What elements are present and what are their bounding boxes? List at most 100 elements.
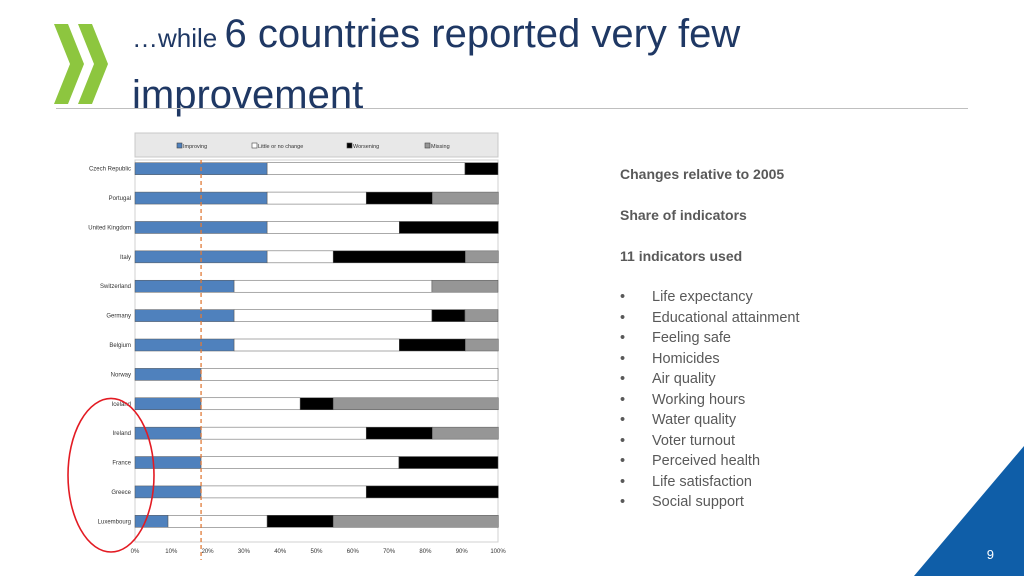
title-main: 6 countries reported very few improvemen… [132, 12, 741, 117]
bar-12-1 [167, 515, 268, 528]
bar-6-1 [233, 338, 400, 352]
page-number: 9 [986, 547, 994, 562]
bar-7-0 [134, 368, 202, 381]
indicator-label: Feeling safe [652, 330, 731, 346]
bar-4-1 [233, 279, 433, 293]
note-indicator-count: 11 indicators used [620, 248, 743, 264]
double-chevron-logo-icon [54, 24, 108, 104]
indicator-item: • Life expectancy [620, 287, 920, 308]
bar-3-3 [465, 250, 499, 264]
bullet-icon: • [620, 289, 626, 305]
legend-swatch-1 [251, 142, 258, 149]
bar-12-2 [266, 515, 334, 528]
corner-accent [914, 446, 1024, 576]
bar-11-2 [365, 485, 499, 499]
x-tick-label-9: 90% [456, 549, 469, 555]
bar-9-3 [432, 426, 499, 440]
bar-3-2 [332, 250, 466, 264]
indicator-label: Life satisfaction [652, 473, 752, 490]
bullet-icon: • [620, 309, 626, 326]
bar-11-1 [200, 485, 367, 499]
indicator-item: • Life satisfaction [620, 472, 920, 493]
bar-1-2 [365, 191, 433, 205]
note-reference-period: Changes relative to 2005 [620, 166, 785, 182]
bar-1-3 [432, 191, 499, 205]
indicator-list: • Life expectancy • Educational attainment •… [620, 287, 920, 513]
indicator-label: Air quality [652, 371, 716, 387]
x-tick-label-1: 10% [165, 549, 178, 555]
category-label-2: United Kingdom [88, 225, 131, 231]
bar-4-3 [431, 279, 499, 293]
indicator-label: Homicides [652, 350, 720, 367]
indicator-label: Perceived health [652, 453, 761, 469]
bar-6-3 [465, 338, 499, 352]
category-label-7: Norway [111, 372, 131, 378]
legend-swatch-2 [346, 142, 353, 149]
title-divider [56, 108, 968, 109]
bar-7-1 [200, 368, 499, 381]
category-label-11: Greece [111, 490, 131, 496]
bar-5-3 [464, 309, 499, 322]
indicator-item: • Feeling safe [620, 328, 920, 349]
bar-6-2 [399, 338, 466, 352]
bullet-icon: • [620, 350, 626, 367]
x-tick-label-5: 50% [310, 549, 323, 555]
indicator-label: Working hours [652, 391, 746, 408]
legend-label-3: Missing [431, 144, 450, 150]
bar-3-1 [266, 250, 334, 264]
indicator-label: Voter turnout [652, 432, 736, 449]
bar-6-0 [134, 338, 235, 352]
x-tick-label-2: 20% [202, 549, 215, 555]
bar-5-0 [134, 309, 235, 322]
bar-0-1 [266, 162, 466, 175]
indicator-label: Educational attainment [652, 309, 800, 326]
bullet-icon: • [620, 494, 626, 510]
indicator-label: Social support [652, 494, 744, 510]
bar-0-2 [464, 162, 499, 175]
bar-10-0 [134, 456, 202, 469]
bar-5-2 [431, 309, 466, 322]
note-measure: Share of indicators [620, 207, 747, 223]
bar-8-0 [134, 397, 202, 411]
legend-label-2: Worsening [353, 144, 379, 150]
x-tick-label-3: 30% [238, 549, 251, 555]
category-label-3: Italy [120, 255, 131, 261]
bullet-icon: • [620, 453, 626, 469]
x-tick-label-0: 0% [131, 549, 140, 555]
highlight-circle [67, 397, 155, 553]
bullet-icon: • [620, 371, 626, 387]
indicator-item: • Working hours [620, 390, 920, 411]
x-tick-label-8: 80% [419, 549, 432, 555]
category-label-5: Germany [106, 314, 131, 320]
indicator-item: • Perceived health [620, 451, 920, 472]
bar-5-1 [233, 309, 433, 322]
bar-8-1 [200, 397, 301, 411]
bullet-icon: • [620, 473, 626, 490]
bar-8-2 [299, 397, 334, 411]
legend-swatch-0 [176, 142, 183, 149]
indicator-item: • Voter turnout [620, 431, 920, 452]
indicator-item: • Air quality [620, 369, 920, 390]
category-label-12: Luxembourg [98, 519, 131, 525]
legend-label-1: Little or no change [258, 144, 303, 150]
slide-title: …while 6 countries reported very few imp… [132, 8, 982, 130]
bar-4-0 [134, 279, 235, 293]
bullet-icon: • [620, 391, 626, 408]
title-prefix: …while [132, 23, 225, 53]
indicator-item: • Homicides [620, 349, 920, 370]
bar-1-1 [266, 191, 367, 205]
bar-9-1 [200, 426, 367, 440]
category-label-8: Iceland [112, 402, 131, 408]
bullet-icon: • [620, 432, 626, 449]
indicator-item: • Water quality [620, 410, 920, 431]
bar-8-3 [332, 397, 499, 411]
x-tick-label-6: 60% [347, 549, 360, 555]
indicator-item: • Social support [620, 492, 920, 513]
bar-12-0 [134, 515, 169, 528]
category-label-10: France [112, 461, 131, 467]
bar-2-2 [399, 221, 499, 234]
indicator-item: • Educational attainment [620, 308, 920, 329]
category-label-4: Switzerland [100, 284, 131, 290]
legend-swatch-3 [424, 142, 431, 149]
